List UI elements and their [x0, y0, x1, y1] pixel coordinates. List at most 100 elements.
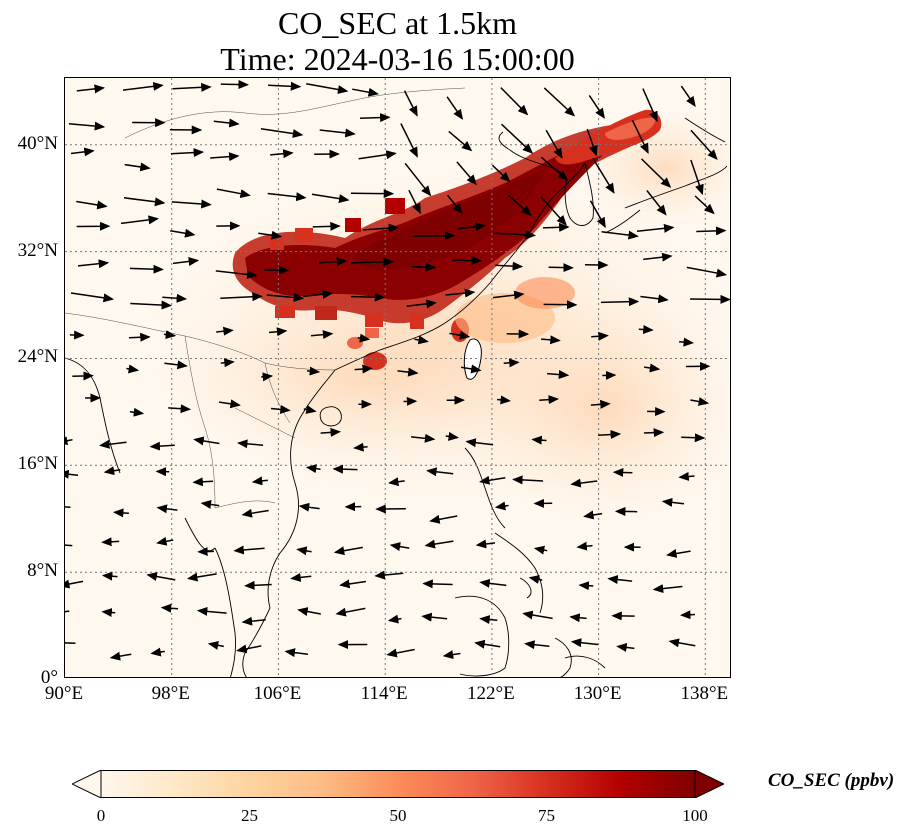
wind-arrow [216, 326, 234, 336]
wind-arrow [679, 337, 694, 347]
colorbar-tick-label: 25 [241, 806, 258, 825]
wind-arrow [284, 648, 308, 658]
wind-arrow [358, 150, 397, 160]
wind-arrow [500, 123, 534, 154]
wind-arrow [404, 162, 432, 197]
wind-arrow [475, 539, 496, 549]
wind-arrow [397, 367, 419, 377]
colorbar-tick-label: 0 [96, 806, 106, 825]
wind-arrow [101, 608, 116, 618]
wind-arrow [588, 94, 605, 119]
wind-arrow [363, 223, 400, 233]
wind-arrow [72, 371, 94, 381]
wind-arrow [170, 148, 205, 158]
wind-arrow [540, 196, 567, 226]
wind-arrow [531, 435, 547, 445]
wind-arrow [261, 372, 274, 382]
wind-arrow [495, 261, 524, 271]
wind-arrow [403, 90, 418, 117]
wind-arrow [220, 292, 263, 302]
wind-arrow [652, 584, 683, 594]
wind-arrow [542, 222, 570, 232]
wind-arrow [146, 572, 176, 581]
wind-arrow [539, 395, 559, 405]
wind-arrow [387, 614, 402, 624]
wind-arrow [128, 332, 151, 342]
coastlines [65, 117, 728, 677]
wind-arrow [241, 508, 269, 518]
co-plume [232, 109, 662, 370]
wind-arrow [268, 327, 288, 337]
wind-arrow [187, 572, 217, 582]
wind-arrow [678, 471, 695, 481]
wind-arrow [65, 610, 70, 613]
wind-arrow [150, 647, 165, 657]
wind-arrow [196, 606, 227, 616]
wind-arrow [130, 300, 172, 310]
colorbar-tick-label: 100 [682, 806, 708, 825]
map-title-line1: CO_SEC at 1.5km [277, 5, 518, 41]
wind-arrow [646, 190, 667, 216]
wind-arrow [220, 358, 235, 368]
wind-arrow [270, 404, 291, 414]
wind-arrow [99, 439, 127, 449]
wind-arrow [258, 230, 283, 240]
map-canvas [65, 78, 730, 677]
wind-arrow [352, 87, 379, 97]
wind-arrow [172, 257, 200, 266]
wind-arrow [661, 497, 685, 507]
wind-arrow [319, 128, 356, 138]
wind-arrow [442, 650, 461, 660]
wind-arrow [163, 330, 177, 340]
wind-arrow [267, 192, 307, 202]
wind-arrow [164, 360, 188, 370]
wind-arrow [168, 404, 192, 414]
wind-arrow [449, 330, 471, 340]
wind-arrow [251, 476, 268, 486]
lat-tick-label: 16°N [17, 453, 58, 475]
lat-tick-label: 24°N [17, 346, 58, 368]
wind-arrow [103, 466, 121, 476]
wind-arrow [65, 642, 76, 644]
wind-arrow [318, 257, 348, 267]
colorbar-max-extend [694, 770, 724, 798]
wind-arrow [350, 189, 395, 199]
wind-arrow [642, 88, 658, 123]
wind-arrow [233, 545, 265, 555]
wind-arrow [123, 197, 166, 207]
wind-arrow [170, 228, 196, 238]
wind-arrow [643, 252, 673, 262]
wind-arrow [447, 194, 463, 214]
wind-arrow [638, 325, 654, 335]
wind-arrow [569, 613, 587, 623]
wind-arrow [479, 475, 506, 485]
wind-arrow [307, 366, 321, 376]
map-panel [64, 77, 731, 678]
lon-tick-label: 106°E [253, 683, 302, 704]
wind-arrow [607, 575, 633, 585]
wind-arrow [160, 603, 179, 613]
wind-arrow [690, 159, 704, 196]
wind-arrow [640, 158, 672, 188]
wind-arrow [460, 364, 482, 374]
wind-arrow [492, 290, 525, 300]
wind-arrow [686, 266, 728, 278]
map-title-line2: Time: 2024-03-16 15:00:00 [220, 41, 575, 77]
wind-arrow [120, 215, 159, 225]
wind-arrow [210, 152, 240, 162]
wind-arrow [503, 358, 520, 368]
country-borders [65, 87, 466, 509]
wind-arrow [353, 442, 368, 452]
wind-arrow [570, 478, 598, 488]
wind-arrow [65, 544, 73, 547]
wind-arrow [668, 638, 696, 648]
wind-arrow [260, 127, 304, 139]
wind-arrow [445, 431, 459, 441]
wind-arrow [193, 436, 220, 446]
wind-arrow [458, 222, 486, 232]
wind-vector-field [65, 79, 730, 661]
wind-arrow [162, 293, 188, 303]
wind-arrow [491, 164, 511, 183]
wind-arrow [70, 147, 95, 157]
wind-arrow [357, 333, 371, 343]
